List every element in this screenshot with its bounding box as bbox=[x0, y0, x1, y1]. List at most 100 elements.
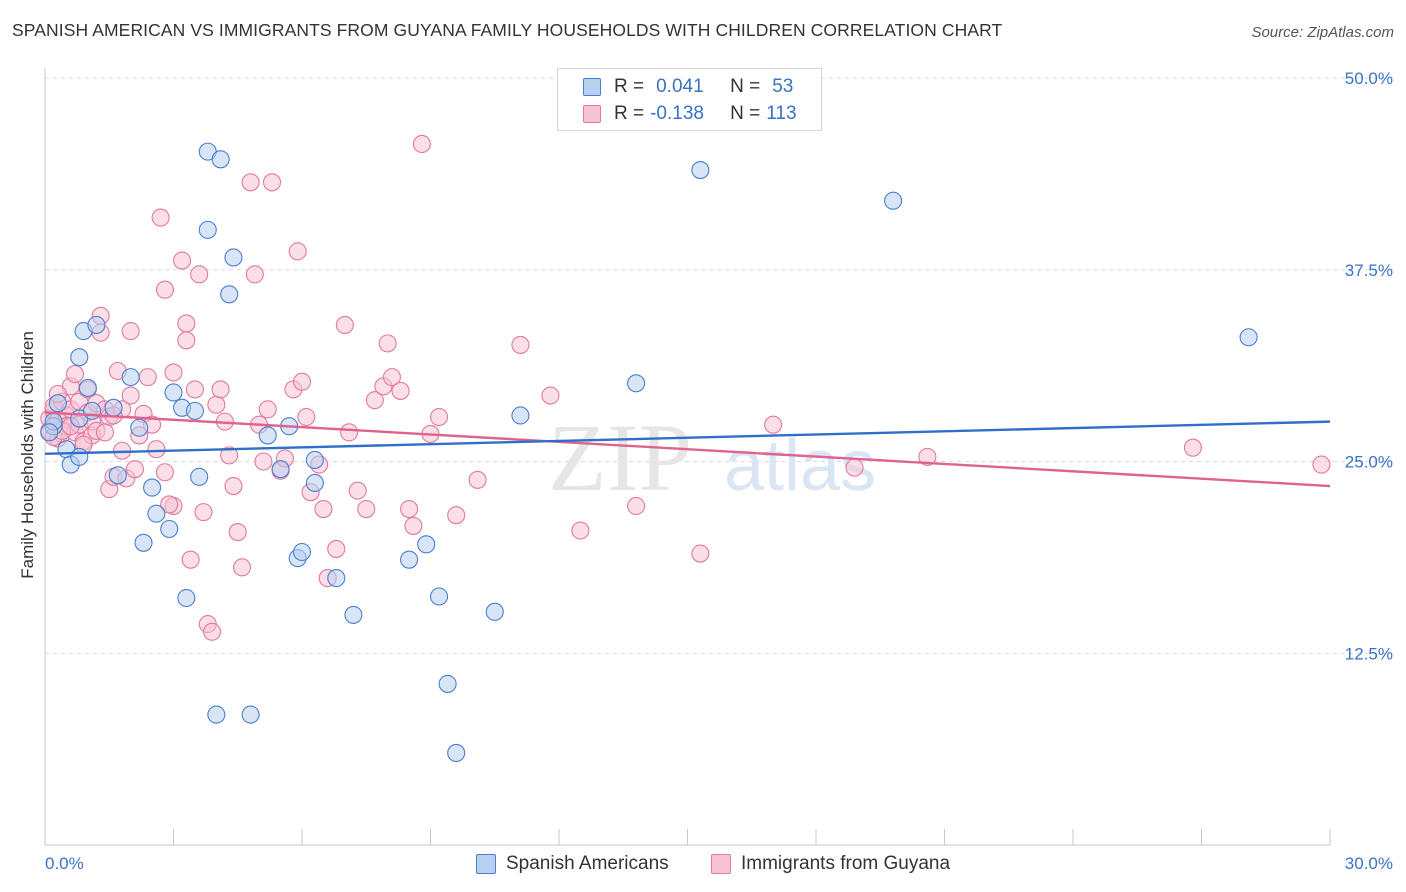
y-tick-label: 12.5% bbox=[1345, 644, 1393, 663]
y-tick-label: 50.0% bbox=[1345, 69, 1393, 88]
point-spanish-american bbox=[108, 466, 127, 485]
point-spanish-american bbox=[305, 473, 324, 493]
point-immigrant-guyana bbox=[138, 368, 157, 387]
point-immigrant-guyana bbox=[400, 500, 419, 519]
point-spanish-american bbox=[147, 504, 166, 523]
point-immigrant-guyana bbox=[147, 440, 166, 459]
point-spanish-american bbox=[417, 535, 436, 554]
legend-n-value: 113 bbox=[766, 103, 797, 124]
point-immigrant-guyana bbox=[262, 173, 282, 192]
point-spanish-american bbox=[190, 467, 209, 486]
point-spanish-american bbox=[104, 398, 123, 417]
point-immigrant-guyana bbox=[1183, 438, 1202, 457]
tick-labels: 12.5% 25.0% 37.5% 50.0% 0.0% 30.0% bbox=[45, 69, 1393, 873]
trend-line-spanish-americans bbox=[44, 420, 1331, 456]
point-immigrant-guyana bbox=[468, 470, 487, 489]
point-spanish-american bbox=[305, 450, 324, 470]
point-immigrant-guyana bbox=[207, 395, 226, 414]
point-spanish-american bbox=[70, 447, 89, 466]
y-tick-label: 37.5% bbox=[1345, 261, 1393, 280]
point-immigrant-guyana bbox=[177, 331, 196, 350]
point-immigrant-guyana bbox=[571, 521, 590, 540]
legend-r-label: R = bbox=[614, 103, 645, 124]
legend-r-value: -0.138 bbox=[650, 103, 704, 124]
point-spanish-american bbox=[344, 605, 363, 624]
point-immigrant-guyana bbox=[297, 407, 316, 427]
point-immigrant-guyana bbox=[177, 314, 196, 333]
point-immigrant-guyana bbox=[125, 460, 144, 479]
point-spanish-american bbox=[485, 602, 504, 621]
point-spanish-american bbox=[130, 418, 149, 437]
point-immigrant-guyana bbox=[412, 134, 431, 154]
point-immigrant-guyana bbox=[404, 516, 423, 535]
point-immigrant-guyana bbox=[288, 242, 307, 261]
correlation-legend: R = 0.041 N = 53 R = -0.138 N = 113 bbox=[557, 68, 822, 131]
point-spanish-american bbox=[83, 401, 102, 420]
point-immigrant-guyana bbox=[232, 558, 252, 577]
point-immigrant-guyana bbox=[391, 381, 410, 400]
point-immigrant-guyana bbox=[691, 544, 710, 563]
point-spanish-american bbox=[48, 394, 67, 413]
bottom-legend-spanish-americans: Spanish Americans bbox=[476, 851, 669, 877]
point-immigrant-guyana bbox=[365, 391, 384, 410]
point-immigrant-guyana bbox=[382, 368, 402, 387]
point-immigrant-guyana bbox=[65, 365, 85, 384]
point-spanish-american bbox=[177, 588, 196, 608]
bottom-legend-swatch-pink bbox=[711, 854, 731, 874]
legend-n-value: 53 bbox=[772, 76, 794, 97]
legend-swatch-pink bbox=[583, 105, 601, 123]
point-immigrant-guyana bbox=[335, 315, 354, 335]
point-immigrant-guyana bbox=[203, 622, 222, 641]
trend-line-immigrants-from-guyana bbox=[44, 411, 1331, 488]
point-immigrant-guyana bbox=[160, 495, 179, 514]
legend-n-label: N = bbox=[730, 103, 761, 124]
point-spanish-american bbox=[78, 378, 97, 397]
point-immigrant-guyana bbox=[918, 447, 937, 466]
series-immigrants-from-guyana bbox=[40, 134, 1331, 641]
bottom-legend-immigrants-from-guyana: Immigrants from Guyana bbox=[711, 851, 950, 877]
watermark-zip: ZIP bbox=[548, 404, 692, 511]
x-tick-label: 0.0% bbox=[45, 854, 84, 873]
point-spanish-american bbox=[438, 674, 457, 693]
point-immigrant-guyana bbox=[211, 380, 230, 399]
point-spanish-american bbox=[211, 150, 230, 169]
point-immigrant-guyana bbox=[194, 503, 213, 522]
point-immigrant-guyana bbox=[292, 372, 312, 391]
chart-title: SPANISH AMERICAN VS IMMIGRANTS FROM GUYA… bbox=[12, 20, 1003, 40]
point-immigrant-guyana bbox=[327, 539, 346, 558]
legend-r-label: R = bbox=[614, 76, 645, 97]
point-spanish-american bbox=[143, 478, 162, 497]
y-tick-label: 25.0% bbox=[1345, 453, 1393, 472]
point-spanish-american bbox=[185, 401, 204, 420]
point-spanish-american bbox=[160, 519, 179, 539]
point-spanish-american bbox=[292, 542, 312, 562]
point-spanish-american bbox=[627, 374, 646, 393]
bottom-legend-label: Spanish Americans bbox=[506, 853, 669, 874]
series-spanish-americans bbox=[40, 142, 1258, 763]
point-immigrant-guyana bbox=[511, 335, 530, 354]
bottom-legend-swatch-blue bbox=[476, 854, 496, 874]
legend-row-immigrants-from-guyana: R = -0.138 N = 113 bbox=[558, 100, 797, 128]
point-immigrant-guyana bbox=[1312, 455, 1331, 474]
legend-swatch-blue bbox=[583, 78, 601, 96]
point-spanish-american bbox=[447, 743, 466, 763]
axes bbox=[44, 68, 1331, 846]
point-spanish-american bbox=[207, 705, 226, 724]
point-immigrant-guyana bbox=[220, 446, 239, 465]
point-immigrant-guyana bbox=[430, 407, 449, 427]
point-immigrant-guyana bbox=[340, 423, 359, 442]
point-spanish-american bbox=[241, 705, 260, 724]
point-spanish-american bbox=[884, 191, 903, 210]
legend-n-label: N = bbox=[730, 76, 761, 97]
point-immigrant-guyana bbox=[241, 173, 260, 192]
point-immigrant-guyana bbox=[155, 280, 174, 299]
bottom-legend-label: Immigrants from Guyana bbox=[741, 853, 951, 874]
legend-r-value: 0.041 bbox=[656, 76, 704, 97]
point-spanish-american bbox=[400, 550, 419, 569]
point-immigrant-guyana bbox=[121, 322, 140, 341]
point-spanish-american bbox=[258, 426, 277, 445]
point-immigrant-guyana bbox=[173, 251, 192, 270]
point-immigrant-guyana bbox=[151, 208, 170, 227]
point-spanish-american bbox=[198, 220, 217, 239]
